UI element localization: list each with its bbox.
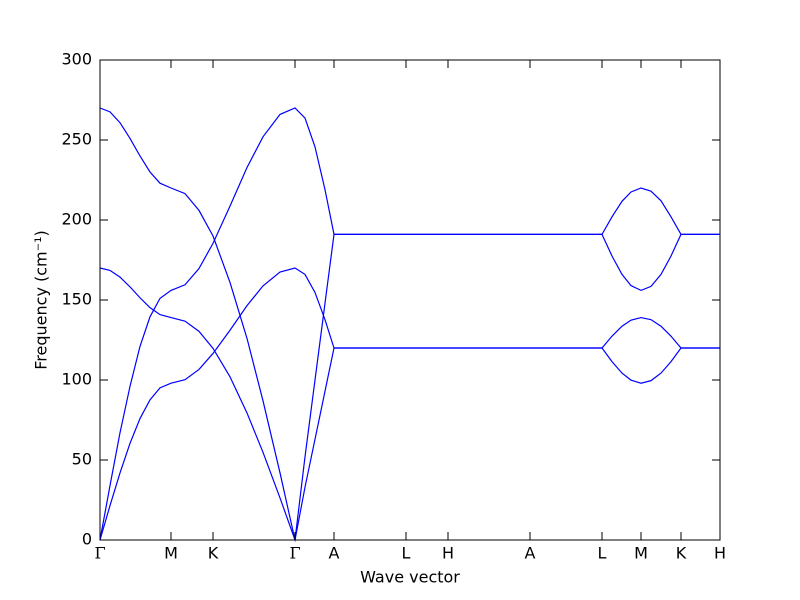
y-tick-label: 250 bbox=[61, 130, 92, 149]
y-tick-label: 200 bbox=[61, 210, 92, 229]
x-tick-label: K bbox=[208, 544, 219, 563]
x-tick-label: Γ bbox=[289, 544, 300, 563]
x-axis-label: Wave vector bbox=[360, 568, 460, 587]
plot-frame bbox=[99, 59, 721, 541]
x-tick-label: A bbox=[525, 544, 536, 563]
x-tick-label: K bbox=[676, 544, 687, 563]
band-line bbox=[99, 107, 720, 541]
y-tick-label: 100 bbox=[61, 370, 92, 389]
band-line bbox=[99, 267, 720, 541]
x-tick-label: M bbox=[634, 544, 648, 563]
y-tick-label: 300 bbox=[61, 50, 92, 69]
x-tick-label: L bbox=[598, 544, 607, 563]
x-tick-label: H bbox=[714, 544, 726, 563]
x-tick-label: A bbox=[329, 544, 340, 563]
x-tick-label: Γ bbox=[94, 544, 105, 563]
x-tick-label: L bbox=[402, 544, 411, 563]
x-tick-label: H bbox=[442, 544, 454, 563]
y-tick-label: 0 bbox=[82, 530, 92, 549]
y-tick-label: 50 bbox=[72, 450, 92, 469]
x-tick-label: M bbox=[164, 544, 178, 563]
y-axis-label: Frequency (cm⁻¹) bbox=[32, 230, 51, 369]
band-line bbox=[99, 267, 720, 543]
y-tick-label: 150 bbox=[61, 290, 92, 309]
